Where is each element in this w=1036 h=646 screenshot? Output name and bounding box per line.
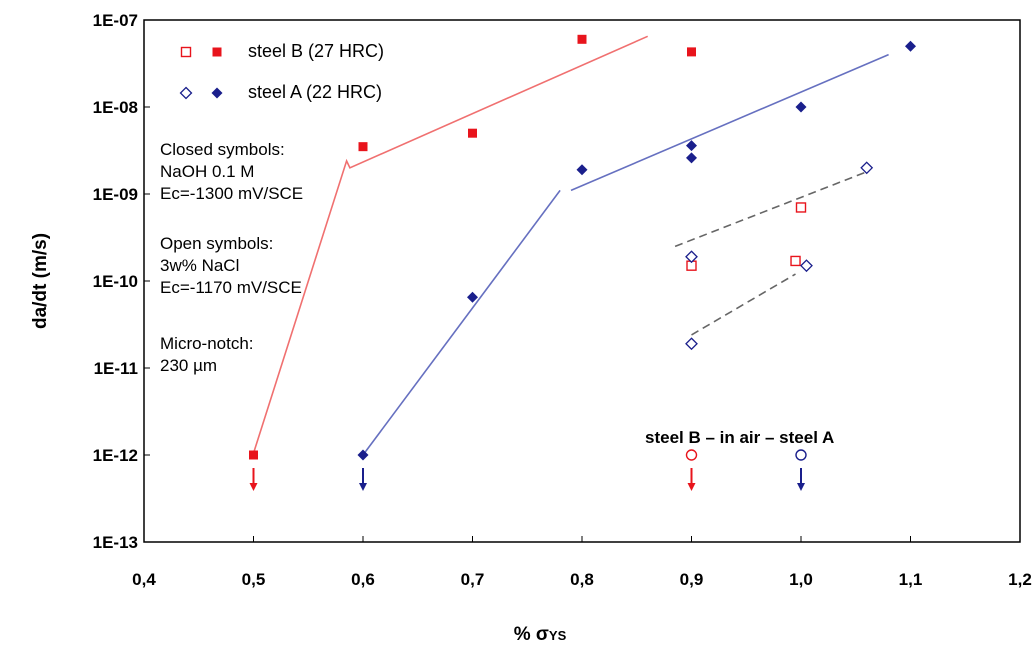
data-point (687, 47, 696, 57)
open-symbols-note: Open symbols: 3w% NaCl Ec=-1170 mV/SCE (160, 234, 302, 297)
closed-note-line-2: NaOH 0.1 M (160, 162, 254, 181)
trend-line (674, 171, 867, 248)
open-note-line-1: Open symbols: (160, 234, 273, 253)
data-point (905, 40, 916, 52)
in-air-annotation: steel B – in air – steel A (645, 428, 834, 447)
notch-note-line-2: 230 µm (160, 356, 217, 375)
data-point (467, 291, 478, 303)
x-axis-label-main: % σ (514, 624, 549, 645)
y-tick-label: 1E-07 (93, 11, 138, 30)
x-tick-label: 1,0 (789, 570, 813, 589)
data-point (685, 250, 698, 264)
legend-label-steel-b: steel B (27 HRC) (248, 41, 384, 61)
data-point (249, 450, 258, 460)
data-point (800, 259, 813, 273)
data-point (860, 161, 874, 175)
open-note-line-3: Ec=-1170 mV/SCE (160, 278, 302, 297)
y-tick-label: 1E-09 (93, 185, 138, 204)
trend-line (570, 53, 889, 192)
x-tick-label: 0,6 (351, 570, 375, 589)
below-limit-arrow-head (797, 483, 805, 491)
x-axis-label-subscript: YS (549, 628, 567, 643)
data-point (576, 164, 588, 176)
x-tick-label: 0,5 (242, 570, 266, 589)
data-point (358, 142, 368, 152)
below-limit-arrow-head (687, 483, 696, 491)
y-tick-label: 1E-13 (93, 533, 138, 552)
y-tick-label: 1E-08 (93, 98, 138, 117)
data-point (795, 101, 807, 113)
legend-open-square (180, 46, 192, 58)
data-point (685, 449, 698, 461)
y-tick-labels: 1E-07 1E-08 1E-09 1E-10 1E-11 1E-12 1E-13 (93, 11, 138, 552)
data-point (686, 152, 697, 164)
data-point (686, 140, 697, 152)
below-limit-arrow-head (359, 483, 367, 491)
open-note-line-2: 3w% NaCl (160, 256, 239, 275)
legend-label-steel-a: steel A (22 HRC) (248, 82, 382, 102)
y-tick-label: 1E-12 (93, 446, 138, 465)
below-limit-arrow-head (249, 483, 258, 491)
x-tick-label: 1,2 (1008, 570, 1032, 589)
legend-filled-diamond (211, 87, 223, 99)
y-axis-label: da/dt (m/s) (30, 233, 51, 329)
data-points (249, 34, 916, 491)
legend-marker-steel-b-closed (212, 47, 222, 57)
closed-note-line-1: Closed symbols: (160, 140, 285, 159)
legend-open-diamond (179, 86, 193, 100)
closed-note-line-3: Ec=-1300 mV/SCE (160, 184, 303, 203)
x-tick-label: 1,1 (899, 570, 923, 589)
micro-notch-note: Micro-notch: 230 µm (160, 334, 254, 375)
data-point (357, 449, 369, 461)
x-tick-label: 0,8 (570, 570, 594, 589)
x-tick-label: 0,7 (461, 570, 485, 589)
legend: steel B (27 HRC) steel A (22 HRC) (179, 41, 384, 102)
closed-symbols-note: Closed symbols: NaOH 0.1 M Ec=-1300 mV/S… (160, 140, 303, 203)
data-point (790, 255, 801, 267)
data-point (468, 128, 477, 138)
x-tick-labels: 0,4 0,5 0,6 0,7 0,8 0,9 1,0 1,1 1,2 (132, 570, 1032, 589)
y-tick-label: 1E-11 (94, 359, 138, 378)
legend-filled-square (212, 47, 222, 57)
tick-marks (143, 19, 1021, 543)
data-point (577, 34, 587, 44)
x-tick-label: 0,9 (680, 570, 704, 589)
x-tick-label: 0,4 (132, 570, 156, 589)
data-point (685, 337, 698, 351)
trend-line (691, 273, 796, 336)
trend-lines (252, 35, 889, 456)
data-point (795, 449, 807, 461)
trend-line (252, 35, 649, 454)
x-axis-label: % σYS (514, 624, 567, 645)
legend-marker-steel-b-open (180, 46, 192, 58)
trend-line (362, 189, 561, 456)
data-point (795, 202, 807, 213)
y-tick-label: 1E-10 (93, 272, 138, 291)
legend-marker-steel-a-closed (211, 87, 223, 99)
notch-note-line-1: Micro-notch: (160, 334, 254, 353)
plot-area-frame (143, 19, 1021, 543)
legend-marker-steel-a-open (179, 86, 193, 100)
